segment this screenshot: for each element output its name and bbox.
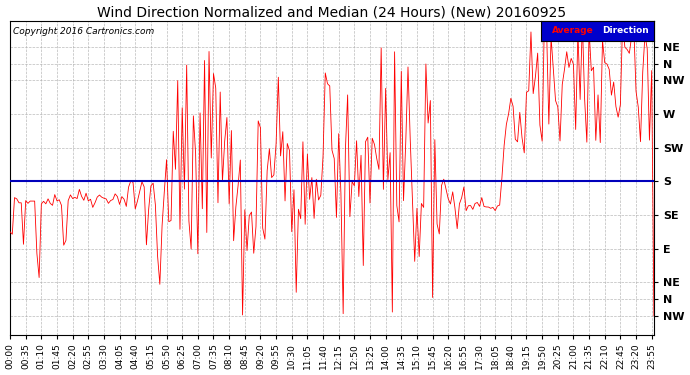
Text: Copyright 2016 Cartronics.com: Copyright 2016 Cartronics.com [13, 27, 155, 36]
Title: Wind Direction Normalized and Median (24 Hours) (New) 20160925: Wind Direction Normalized and Median (24… [97, 6, 566, 20]
